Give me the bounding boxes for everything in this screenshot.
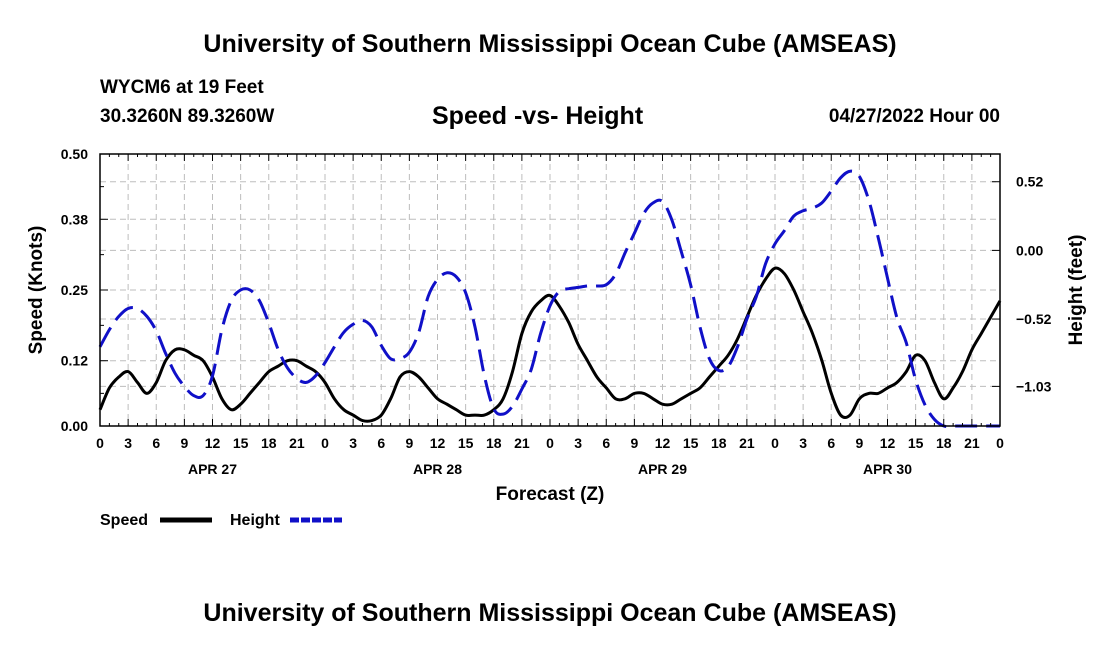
- x-tick-label: 0: [771, 435, 779, 451]
- x-tick-label: 12: [430, 435, 446, 451]
- day-label: APR 29: [638, 461, 687, 477]
- series-speed-line: [98, 266, 1002, 423]
- x-tick-label: 21: [964, 435, 980, 451]
- x-tick-label: 15: [683, 435, 699, 451]
- x-tick-label: 3: [574, 435, 582, 451]
- legend-speed-label: Speed: [100, 512, 148, 529]
- x-tick-label: 3: [349, 435, 357, 451]
- x-tick-label: 6: [602, 435, 610, 451]
- series-layer: [98, 169, 1002, 428]
- x-tick-label: 18: [711, 435, 727, 451]
- x-tick-label: 12: [655, 435, 671, 451]
- x-tick-label: 18: [261, 435, 277, 451]
- x-tick-label: 9: [405, 435, 413, 451]
- series-height-line: [98, 169, 1000, 428]
- x-tick-label: 9: [855, 435, 863, 451]
- x-tick-label: 15: [458, 435, 474, 451]
- y-tick-label-left: 0.38: [61, 211, 88, 227]
- x-tick-label: 3: [124, 435, 132, 451]
- date-label: 04/27/2022 Hour 00: [828, 106, 1000, 127]
- legend-height-label: Height: [230, 512, 280, 529]
- day-label: APR 27: [188, 461, 237, 477]
- x-tick-label: 21: [739, 435, 755, 451]
- grid: [100, 154, 1000, 426]
- x-tick-label: 18: [936, 435, 952, 451]
- y-tick-label-left: 0.00: [61, 418, 88, 434]
- x-tick-label: 12: [880, 435, 896, 451]
- x-tick-label: 15: [908, 435, 924, 451]
- x-axis-label: Forecast (Z): [496, 484, 605, 505]
- x-tick-label: 12: [205, 435, 221, 451]
- x-tick-label: 0: [996, 435, 1004, 451]
- main-title: University of Southern Mississippi Ocean…: [203, 30, 897, 58]
- x-tick-label: 6: [827, 435, 835, 451]
- x-tick-label: 0: [546, 435, 554, 451]
- y-tick-label-right: −1.03: [1016, 378, 1052, 394]
- chart-title: Speed -vs- Height: [432, 102, 644, 130]
- y-tick-label-right: −0.52: [1016, 311, 1052, 327]
- y-axis-label-right: Height (feet): [1066, 235, 1087, 346]
- x-tick-label: 21: [289, 435, 305, 451]
- x-tick-label: 9: [630, 435, 638, 451]
- day-label: APR 30: [863, 461, 912, 477]
- x-tick-label: 9: [180, 435, 188, 451]
- legend: Speed Height: [100, 512, 342, 529]
- ticks: 0 3 6 9 12 15 18 21 0 3 6 9 12 15 18 21 0 3 6 9 12 15 18 21 0 3 6 9…: [61, 146, 1052, 477]
- x-tick-label: 15: [233, 435, 249, 451]
- x-tick-label: 21: [514, 435, 530, 451]
- x-tick-label: 18: [486, 435, 502, 451]
- x-tick-label: 0: [321, 435, 329, 451]
- station-label: WYCM6 at 19 Feet: [100, 77, 264, 98]
- x-tick-label: 0: [96, 435, 104, 451]
- footer-title: University of Southern Mississippi Ocean…: [203, 599, 897, 627]
- y-tick-label-right: 0.00: [1016, 242, 1043, 258]
- y-tick-label-left: 0.25: [61, 282, 88, 298]
- y-tick-label-left: 0.12: [61, 353, 88, 369]
- x-tick-label: 6: [152, 435, 160, 451]
- y-axis-label-left: Speed (Knots): [26, 226, 47, 355]
- y-tick-label-right: 0.52: [1016, 174, 1043, 190]
- x-tick-label: 3: [799, 435, 807, 451]
- coordinates-label: 30.3260N 89.3260W: [100, 106, 275, 127]
- y-tick-label-left: 0.50: [61, 146, 88, 162]
- day-label: APR 28: [413, 461, 462, 477]
- x-tick-label: 6: [377, 435, 385, 451]
